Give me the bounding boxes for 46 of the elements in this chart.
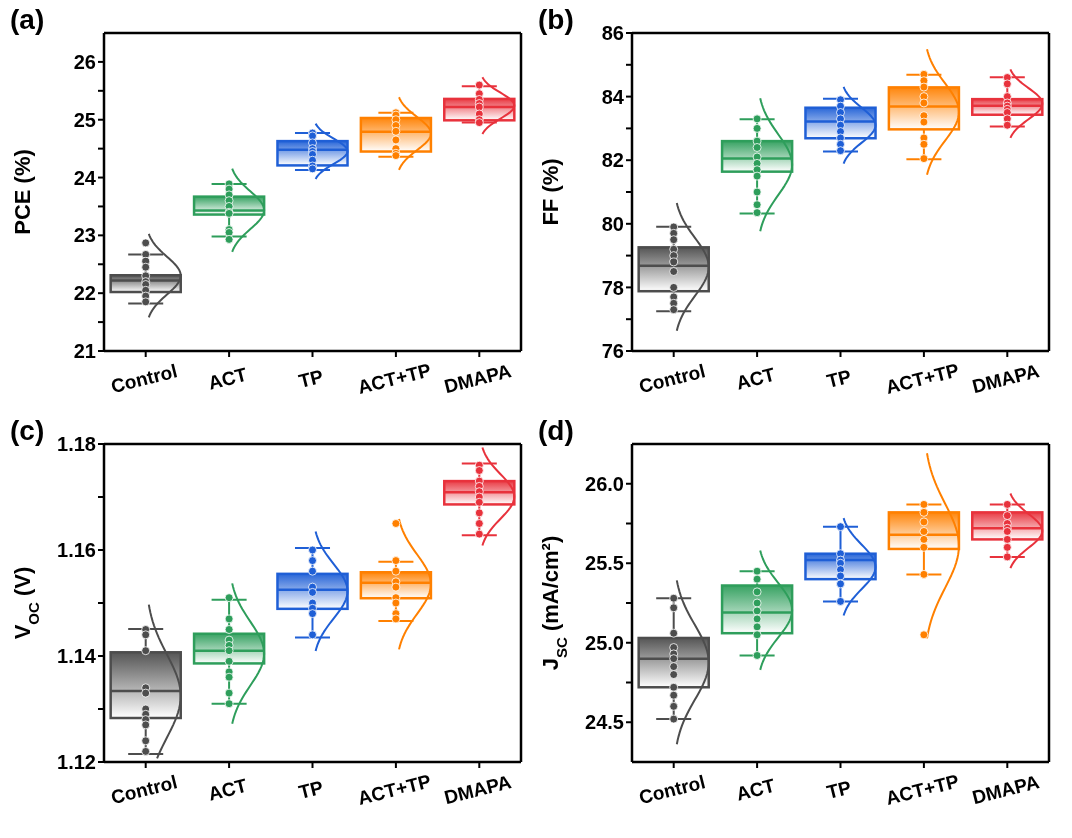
x-tick-label: ACT: [206, 774, 250, 805]
y-tick-label: 21: [73, 340, 96, 363]
y-tick-label: 26: [73, 51, 96, 74]
y-tick-label: 23: [73, 224, 96, 247]
y-tick-label: 24.5: [585, 711, 624, 734]
x-tick-label: DMAPA: [970, 360, 1042, 398]
x-tick-label: ACT: [206, 363, 250, 394]
y-tick-label: 26.0: [585, 472, 624, 495]
y-tick-label: 1.12: [57, 751, 96, 774]
y-tick-label: 25: [73, 108, 96, 131]
y-axis-title: FF (%): [538, 158, 563, 226]
x-tick-label: ACT+TP: [883, 770, 962, 809]
x-tick-label: ACT: [734, 774, 778, 805]
x-tick-label: DMAPA: [442, 771, 514, 809]
y-tick-label: 78: [601, 276, 624, 299]
y-tick-label: 82: [601, 149, 624, 172]
x-tick-label: DMAPA: [442, 360, 514, 398]
x-tick-label: Control: [108, 360, 180, 398]
x-tick-label: Control: [108, 771, 180, 809]
x-tick-label: ACT+TP: [883, 359, 962, 398]
x-tick-label: ACT: [734, 363, 778, 394]
chart-title: (c): [10, 415, 45, 447]
y-tick-label: 1.18: [57, 433, 96, 456]
chart-title: (b): [538, 4, 574, 36]
x-tick-label: TP: [296, 776, 326, 803]
x-tick-label: Control: [636, 360, 708, 398]
x-tick-label: Control: [636, 771, 708, 809]
x-tick-label: DMAPA: [970, 771, 1042, 809]
y-tick-label: 24: [73, 166, 97, 189]
chart-title: (d): [538, 415, 574, 447]
x-tick-label: TP: [296, 365, 326, 392]
y-axis-title: PCE (%): [10, 149, 35, 235]
y-tick-label: 25.5: [585, 552, 624, 575]
y-tick-label: 76: [601, 340, 624, 363]
y-tick-label: 86: [601, 22, 624, 45]
x-tick-label: ACT+TP: [355, 770, 434, 809]
x-tick-label: ACT+TP: [355, 359, 434, 398]
y-tick-label: 84: [601, 85, 625, 108]
x-tick-label: TP: [824, 365, 854, 392]
y-tick-label: 22: [73, 282, 96, 305]
y-tick-label: 80: [601, 212, 624, 235]
y-tick-label: 25.0: [585, 631, 624, 654]
chart-title: (a): [10, 4, 45, 36]
y-tick-label: 1.14: [57, 645, 97, 668]
y-tick-label: 1.16: [57, 539, 96, 562]
x-tick-label: TP: [824, 776, 854, 803]
